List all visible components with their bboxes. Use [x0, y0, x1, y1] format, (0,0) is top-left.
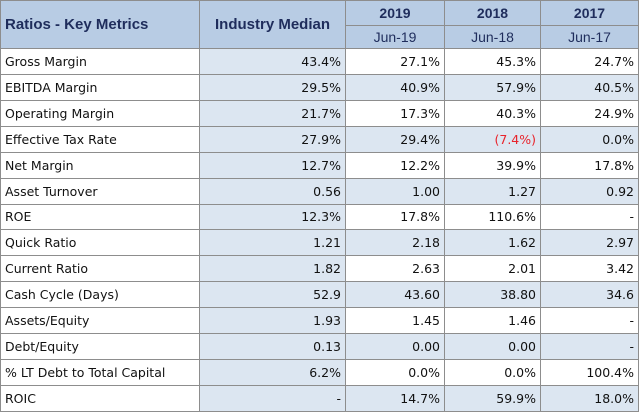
value-2018-cell: 45.3%: [444, 48, 541, 75]
table-row: ROIC -14.7% 59.9% 18.0%: [0, 384, 639, 413]
header-year-row: Ratios - Key Metrics Industry Median 201…: [0, 0, 639, 49]
value-2017-cell: 24.9%: [540, 99, 639, 127]
metric-label: % LT Debt to Total Capital: [0, 359, 200, 386]
median-cell: 21.7%: [199, 99, 346, 127]
value-2017-cell: 18.0%: [540, 384, 639, 413]
value-2019-cell: 2.18: [345, 229, 445, 257]
median-cell: 12.3%: [199, 203, 346, 231]
value-2018-cell: 1.62: [444, 229, 541, 257]
median-cell: 1.82: [199, 255, 346, 283]
median-cell: 29.5%: [199, 73, 346, 101]
period-header-jun-18: Jun-18: [444, 25, 541, 49]
table-header: Ratios - Key Metrics Industry Median 201…: [0, 0, 639, 49]
value-2018-cell: 57.9%: [444, 73, 541, 101]
year-header-2018: 2018: [444, 0, 541, 26]
table-row: Assets/Equity 1.93 1.45 1.46-: [0, 307, 639, 335]
table-row: Net Margin 12.7% 12.2% 39.9% 17.8%: [0, 151, 639, 179]
median-cell: 1.21: [199, 229, 346, 257]
value-2019-cell: 17.3%: [345, 99, 445, 127]
value-2019-cell: 29.4%: [345, 125, 445, 153]
value-2018-cell: 0.00: [444, 333, 541, 361]
value-2017-cell: 0.0%: [540, 125, 639, 153]
value-2018-cell: (7.4%): [444, 125, 541, 153]
value-2018-cell: 40.3%: [444, 99, 541, 127]
value-2018-cell: 1.27: [444, 177, 541, 205]
table-row: Effective Tax Rate 27.9% 29.4% (7.4%) 0.0%: [0, 125, 639, 153]
metric-label: Effective Tax Rate: [0, 125, 200, 153]
median-cell: -: [199, 384, 346, 413]
value-2019-cell: 0.0%: [345, 359, 445, 386]
value-2017-cell: -: [540, 333, 639, 361]
metric-label: Gross Margin: [0, 48, 200, 75]
value-2019-cell: 14.7%: [345, 384, 445, 413]
metric-label: Assets/Equity: [0, 307, 200, 335]
industry-median-header: Industry Median: [199, 0, 346, 49]
median-cell: 27.9%: [199, 125, 346, 153]
median-cell: 1.93: [199, 307, 346, 335]
value-2019-cell: 1.45: [345, 307, 445, 335]
table-body: Gross Margin 43.4% 27.1% 45.3% 24.7% EBITDA M…: [0, 48, 639, 413]
value-2018-cell: 0.0%: [444, 359, 541, 386]
table-row: Cash Cycle (Days) 52.9 43.60 38.80 34.6: [0, 281, 639, 309]
header-period-row: Jun-19 Jun-18 Jun-17: [1, 25, 639, 49]
value-2019-cell: 43.60: [345, 281, 445, 309]
median-cell: 52.9: [199, 281, 346, 309]
value-2018-cell: 1.46: [444, 307, 541, 335]
period-header-jun-17: Jun-17: [540, 25, 639, 49]
value-2019-cell: 40.9%: [345, 73, 445, 101]
metric-label: Asset Turnover: [0, 177, 200, 205]
table-title: Ratios - Key Metrics: [0, 0, 200, 49]
value-2019-cell: 27.1%: [345, 48, 445, 75]
year-header-2017: 2017: [540, 0, 639, 26]
metric-label: EBITDA Margin: [0, 73, 200, 101]
median-cell: 0.13: [199, 333, 346, 361]
value-2017-cell: 3.42: [540, 255, 639, 283]
value-2018-cell: 110.6%: [444, 203, 541, 231]
value-2017-cell: 100.4%: [540, 359, 639, 386]
table-row: Asset Turnover 0.56 1.00 1.27 0.92: [0, 177, 639, 205]
value-2019-cell: 12.2%: [345, 151, 445, 179]
metric-label: ROIC: [0, 384, 200, 413]
value-2017-cell: 40.5%: [540, 73, 639, 101]
table-row: Operating Margin 21.7% 17.3% 40.3% 24.9%: [0, 99, 639, 127]
table-row: Quick Ratio 1.21 2.18 1.62 2.97: [0, 229, 639, 257]
value-2017-cell: 24.7%: [540, 48, 639, 75]
value-2017-cell: -: [540, 203, 639, 231]
value-2019-cell: 17.8%: [345, 203, 445, 231]
metric-label: Quick Ratio: [0, 229, 200, 257]
value-2017-cell: 17.8%: [540, 151, 639, 179]
table-row: Current Ratio 1.82 2.63 2.01 3.42: [0, 255, 639, 283]
table-row: % LT Debt to Total Capital 6.2% 0.0% 0.0% 10…: [0, 359, 639, 386]
value-2018-cell: 2.01: [444, 255, 541, 283]
value-2019-cell: 1.00: [345, 177, 445, 205]
value-2019-cell: 2.63: [345, 255, 445, 283]
value-2018-cell: 59.9%: [444, 384, 541, 413]
metric-label: Debt/Equity: [0, 333, 200, 361]
value-2017-cell: 34.6: [540, 281, 639, 309]
value-2017-cell: 2.97: [540, 229, 639, 257]
value-2018-cell: 39.9%: [444, 151, 541, 179]
period-header-jun-19: Jun-19: [345, 25, 445, 49]
value-2018-cell: 38.80: [444, 281, 541, 309]
value-2019-cell: 0.00: [345, 333, 445, 361]
table-row: Debt/Equity 0.13 0.00 0.00-: [0, 333, 639, 361]
value-2017-cell: -: [540, 307, 639, 335]
metric-label: Net Margin: [0, 151, 200, 179]
year-header-2019: 2019: [345, 0, 445, 26]
value-2017-cell: 0.92: [540, 177, 639, 205]
table-row: ROE 12.3% 17.8% 110.6% -: [0, 203, 639, 231]
metric-label: ROE: [0, 203, 200, 231]
metric-label: Current Ratio: [0, 255, 200, 283]
median-cell: 0.56: [199, 177, 346, 205]
table-row: Gross Margin 43.4% 27.1% 45.3% 24.7%: [0, 48, 639, 75]
metric-label: Cash Cycle (Days): [0, 281, 200, 309]
median-cell: 12.7%: [199, 151, 346, 179]
metric-label: Operating Margin: [0, 99, 200, 127]
table-row: EBITDA Margin 29.5% 40.9% 57.9% 40.5%: [0, 73, 639, 101]
median-cell: 6.2%: [199, 359, 346, 386]
median-cell: 43.4%: [199, 48, 346, 75]
